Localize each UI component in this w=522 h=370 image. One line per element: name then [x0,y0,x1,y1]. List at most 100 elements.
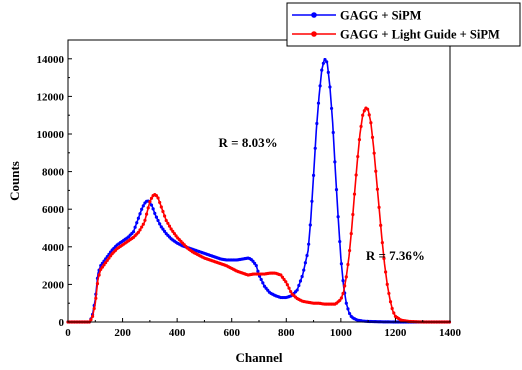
data-point [138,212,142,216]
data-point [392,311,396,315]
data-point [94,296,98,300]
legend-label: GAGG + SiPM [340,9,422,23]
data-point [310,199,314,203]
data-point [140,225,144,229]
data-point [102,263,106,267]
data-point [375,187,380,191]
data-point [159,225,163,229]
data-point [159,205,163,209]
data-point [90,314,95,318]
legend-entry: GAGG + SiPM [292,9,422,23]
data-point [256,269,260,273]
y-tick-label: 6000 [42,204,65,216]
data-point [254,264,258,268]
data-point [100,265,104,269]
data-point [366,107,370,111]
data-point [135,221,139,225]
legend: GAGG + SiPM GAGG + Light Guide + SiPM [286,2,521,47]
data-point [140,207,144,211]
data-point [92,306,96,311]
data-point [285,283,289,287]
legend-entries: GAGG + SiPM GAGG + Light Guide + SiPM [292,9,500,42]
data-point [313,146,317,150]
data-point [156,218,160,223]
x-tick-label: 1400 [439,327,462,339]
data-point [289,289,293,294]
data-point [295,288,299,292]
y-tick-label: 14000 [37,54,65,66]
data-point [153,211,157,215]
data-point [97,273,101,277]
data-point [305,253,309,258]
data-point [320,68,324,72]
annotation-layer: R = 8.03% R = 7.36% [219,135,425,263]
data-point [303,261,307,265]
data-point [107,256,111,260]
data-point [339,296,343,300]
data-point [253,261,257,265]
data-point [158,222,162,226]
data-point [328,85,332,89]
data-point [316,101,321,105]
data-point [158,200,162,205]
data-point [374,169,378,173]
data-point [361,113,365,117]
data-point [387,291,391,296]
data-point [131,230,136,234]
data-point [331,130,335,135]
y-tick-label: 0 [59,317,65,329]
y-tick-label: 2000 [42,279,65,291]
data-point [351,212,355,217]
data-point [339,262,343,266]
data-point [338,239,342,244]
data-point [344,275,348,279]
data-point [99,267,103,271]
data-point [377,205,381,209]
x-tick-label: 0 [65,327,71,339]
resolution-annotation: R = 8.03% [219,135,278,150]
data-point [282,277,286,282]
data-point [156,196,160,200]
data-point [307,242,311,246]
data-point [259,277,263,282]
x-tick-label: 800 [278,327,295,339]
y-axis-title: Counts [7,161,22,201]
data-point [356,154,360,159]
data-point [357,138,362,142]
data-point [384,270,388,274]
data-point [300,274,304,279]
data-point [154,215,159,219]
data-point [370,135,375,139]
data-point [347,311,352,316]
data-point [154,194,159,198]
legend-marker [311,31,317,37]
data-point [344,301,348,305]
data-point [151,207,155,211]
data-point [390,306,394,311]
y-tick-label: 4000 [42,242,65,254]
legend-marker [311,12,317,18]
data-point [143,218,147,222]
data-point [308,223,312,227]
data-point [329,106,334,111]
data-point [166,221,170,225]
data-point [149,203,154,207]
x-tick-label: 1000 [330,327,353,339]
data-point [346,307,350,311]
data-point [326,70,330,74]
data-point [311,173,316,177]
data-point [334,188,339,192]
data-point [321,61,325,65]
data-point [141,204,145,208]
data-point [138,228,142,232]
data-point [352,192,357,196]
x-tick-label: 1200 [384,327,407,339]
data-point [354,173,358,177]
data-point [362,109,366,113]
data-point [133,225,137,229]
data-point [169,227,173,231]
data-point [164,218,168,223]
data-point [149,196,154,200]
